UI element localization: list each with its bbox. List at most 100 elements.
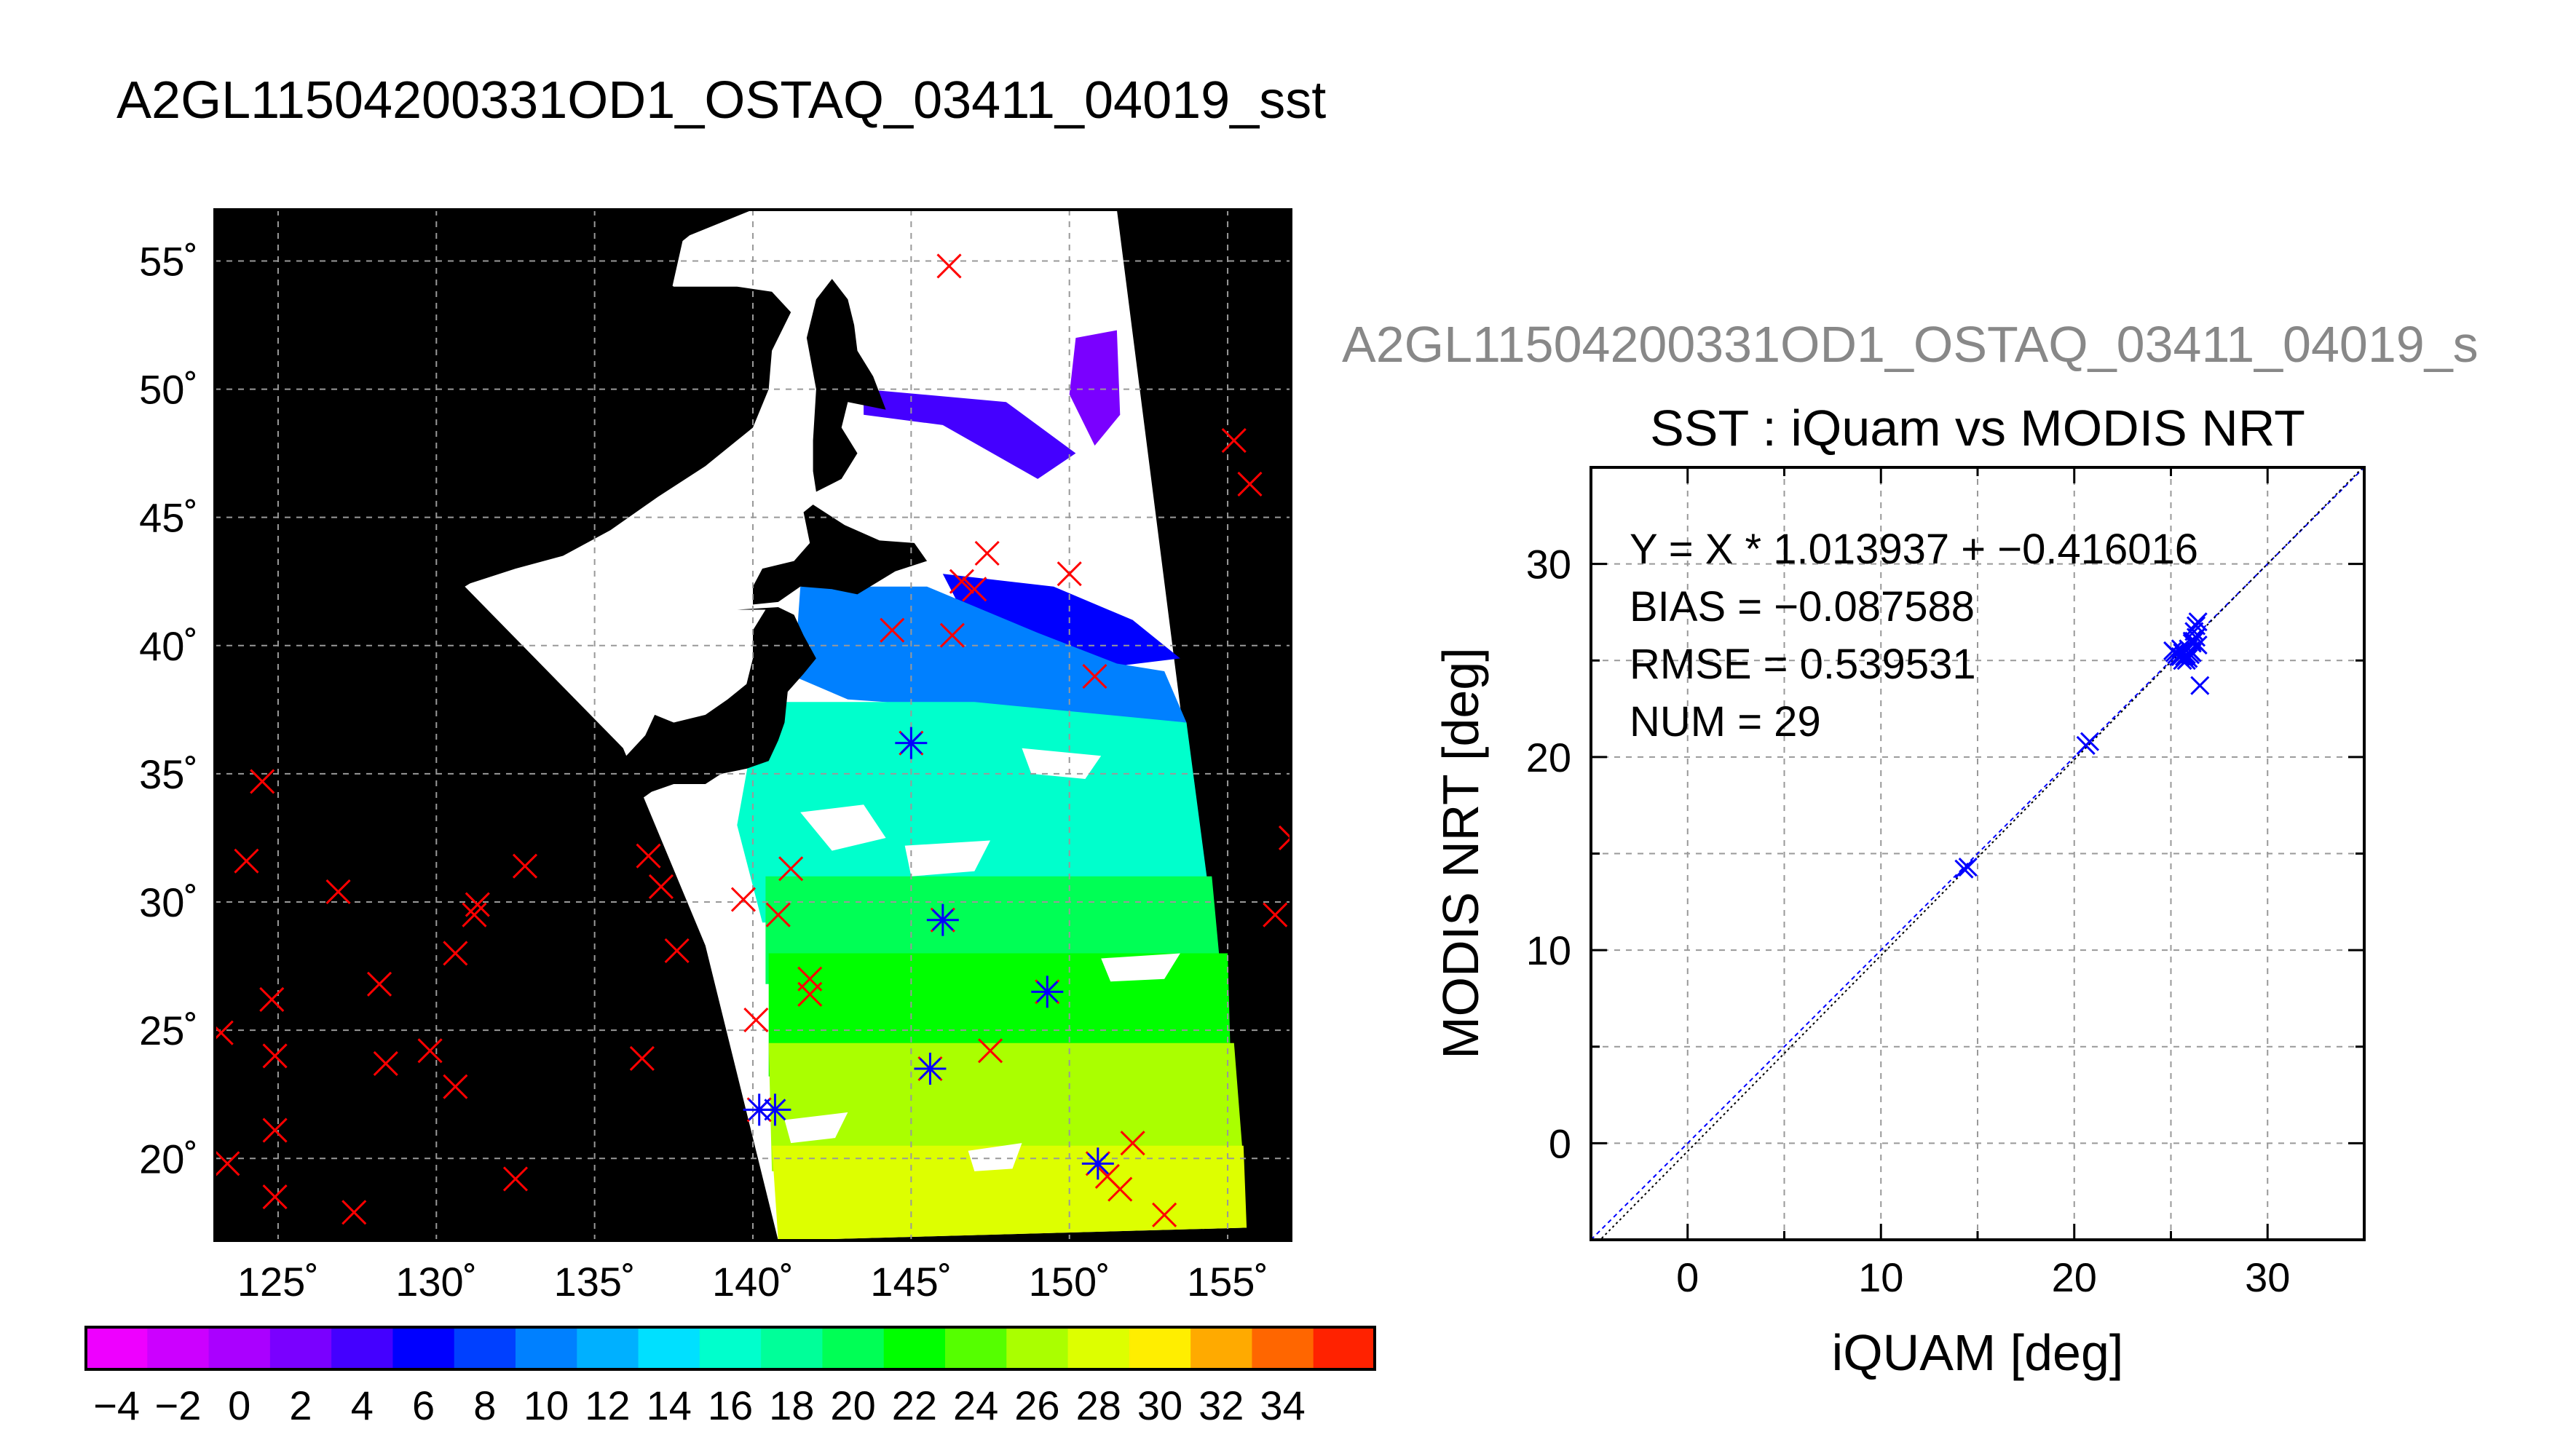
sst-patch (864, 389, 1076, 479)
map-red-marker (939, 622, 965, 648)
scatter-point (2190, 676, 2210, 695)
scatter-y-tick-labels: 0 10 20 30 (1526, 542, 1571, 1167)
scatter-point (2186, 628, 2206, 647)
colorbar-cells (86, 1327, 1375, 1369)
map-blue-marker-stroke (919, 1057, 941, 1080)
map-red-marker-stroke (962, 577, 987, 602)
map-red-marker-stroke (1221, 427, 1247, 454)
colorbar-tick-label: 28 (1076, 1382, 1121, 1428)
map-red-marker-stroke (880, 617, 905, 643)
map-red-marker-stroke (462, 902, 487, 927)
scatter-y-tick-label: 0 (1549, 1120, 1571, 1166)
scatter-y-axis-label: MODIS NRT [deg] (1432, 647, 1489, 1059)
map-red-marker-stroke (977, 1038, 1003, 1064)
map-red-marker (462, 902, 487, 927)
map-red-marker-stroke (373, 1051, 398, 1077)
scatter-figure-title: A2GL11504200331OD1_OSTAQ_03411_04019_s (1342, 316, 2479, 373)
scatter-y-tick-label: 30 (1526, 542, 1571, 587)
colorbar-cell (516, 1327, 577, 1369)
map-red-marker (765, 902, 791, 927)
map-lon-tick-label: 130˚ (395, 1259, 477, 1305)
colorbar-tick-label: 6 (412, 1382, 435, 1428)
scatter-point-stroke (2190, 676, 2210, 695)
colorbar-cell (822, 1327, 885, 1369)
sst-patch (794, 586, 1187, 723)
map-red-marker (262, 1117, 288, 1143)
map-red-marker-stroke (778, 856, 804, 882)
map-blue-marker (1031, 976, 1064, 1008)
map-red-marker (250, 769, 275, 794)
colorbar-cell (638, 1327, 700, 1369)
map-red-marker-stroke (1057, 561, 1082, 587)
map-red-marker (1107, 1176, 1133, 1202)
scatter-x-axis-label: iQUAM [deg] (1832, 1324, 2124, 1381)
map-blue-marker (1081, 1147, 1114, 1180)
map-red-marker (373, 1051, 398, 1077)
map-blue-marker-stroke (931, 909, 954, 931)
map-blue-marker-stroke (1036, 981, 1059, 1003)
map-red-marker (443, 941, 468, 966)
map-red-marker-stroke (512, 853, 538, 879)
map-red-marker-stroke (1278, 825, 1291, 840)
colorbar-tick-label: 22 (892, 1382, 937, 1428)
scatter-point-stroke (2182, 633, 2202, 653)
colorbar-cell (208, 1327, 271, 1369)
map-red-marker (259, 986, 285, 1012)
map-lon-tick-label: 155˚ (1187, 1259, 1268, 1305)
map-red-marker (730, 887, 757, 912)
map-blue-marker-stroke (764, 1099, 786, 1121)
map-red-marker-stroke (502, 1166, 529, 1192)
map-red-marker-stroke (366, 971, 392, 997)
scatter-annotation: BIAS = −0.087588 (1630, 583, 1975, 630)
map-latitude-labels: 20˚ 25˚ 30˚ 35˚ 40˚ 45˚ 50˚ 55˚ (139, 238, 198, 1182)
map-red-marker-stroke (234, 848, 259, 874)
map-red-marker (366, 971, 392, 997)
map-red-marker-stroke (1120, 1131, 1145, 1156)
scatter-y-tick-label: 10 (1526, 927, 1571, 973)
scatter-annotation: NUM = 29 (1630, 698, 1821, 745)
map-lat-tick-label: 40˚ (139, 623, 198, 669)
map-red-marker-stroke (325, 879, 351, 905)
colorbar-tick-label: −4 (93, 1382, 140, 1428)
scatter-x-tick-label: 0 (1676, 1254, 1699, 1300)
sst-colorbar: −4 −2 0 2 4 6 8 10 12 14 16 18 20 22 24 26 28 30 32 34 (84, 1326, 1376, 1428)
map-grid (215, 210, 1291, 1241)
map-red-marker-stroke (797, 981, 823, 1007)
colorbar-cell (1006, 1327, 1069, 1369)
scatter-point-stroke (2188, 612, 2208, 632)
map-lon-tick-label: 140˚ (712, 1259, 794, 1305)
colorbar-cell (269, 1327, 332, 1369)
map-red-marker (949, 569, 974, 594)
cloud-patch (1022, 748, 1102, 779)
map-red-marker-stroke (1094, 1163, 1120, 1190)
map-lat-tick-label: 50˚ (139, 367, 198, 413)
colorbar-cell (86, 1327, 148, 1369)
scatter-points (1954, 612, 2210, 879)
map-red-marker-stroke (636, 843, 661, 869)
map-blue-marker (926, 903, 959, 936)
map-red-marker (974, 540, 1000, 566)
map-lat-tick-label: 25˚ (139, 1008, 198, 1053)
scatter-x-tick-label: 30 (2245, 1254, 2290, 1300)
map-blue-marker (759, 1093, 791, 1126)
land-polygon (430, 799, 494, 871)
map-lat-tick-label: 45˚ (139, 495, 198, 541)
map-red-marker-stroke (664, 938, 690, 964)
map-red-marker (743, 1008, 769, 1033)
colorbar-tick-label: 4 (351, 1382, 374, 1428)
map-red-marker (215, 1151, 240, 1176)
colorbar-tick-label: 24 (953, 1382, 998, 1428)
colorbar-cell (761, 1327, 824, 1369)
map-content (215, 210, 1291, 1241)
map-red-marker (341, 1200, 367, 1225)
scatter-annotation: Y = X * 1.013937 + −0.416016 (1630, 526, 2198, 573)
scatter-point (1954, 859, 1974, 879)
scatter-title: SST : iQuam vs MODIS NRT (1650, 400, 2305, 456)
map-red-marker (664, 938, 690, 964)
scatter-point (2179, 639, 2198, 659)
land-polygon (467, 607, 816, 810)
map-lon-tick-label: 125˚ (237, 1259, 319, 1305)
map-lon-tick-label: 135˚ (554, 1259, 636, 1305)
scatter-point (2165, 643, 2184, 662)
colorbar-tick-label: 34 (1260, 1382, 1305, 1428)
